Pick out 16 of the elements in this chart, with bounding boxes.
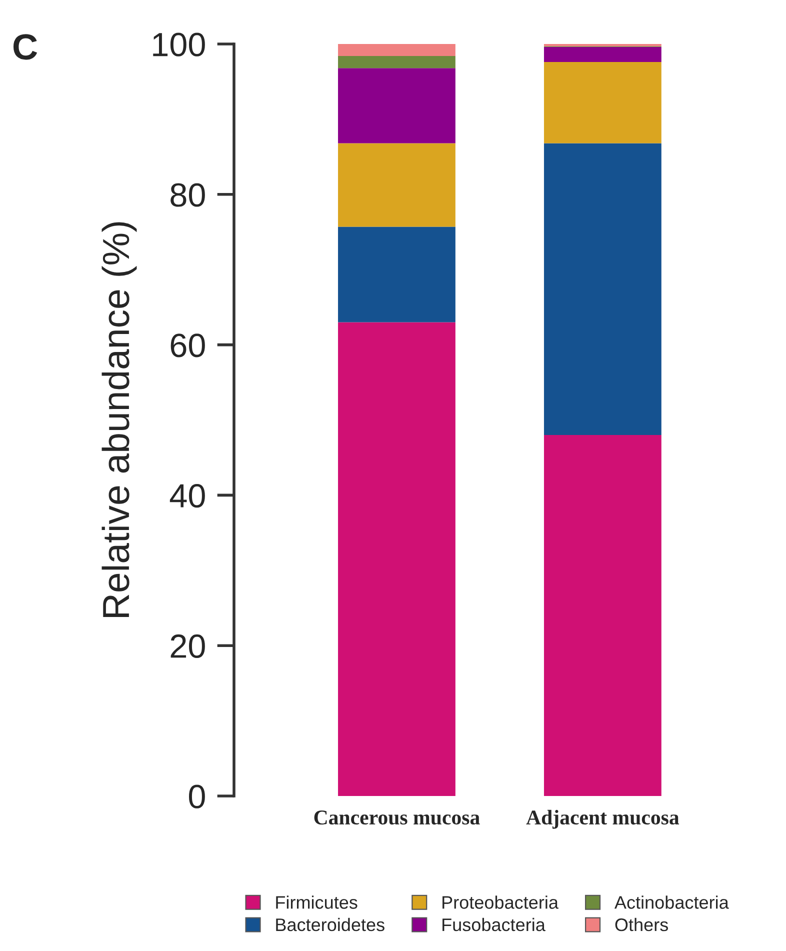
y-tick-label: 60 xyxy=(170,334,205,358)
y-tick-label: 40 xyxy=(170,484,205,508)
legend-label: Proteobacteria xyxy=(442,896,558,909)
legend-label: Bacteroidetes xyxy=(276,918,384,932)
legend-label: Actinobacteria xyxy=(614,896,729,909)
legend-label: Firmicutes xyxy=(276,896,358,909)
y-tick-label: 80 xyxy=(170,183,205,207)
y-tick-label: 0 xyxy=(188,784,205,808)
legend-label: Others xyxy=(615,918,668,932)
y-tick-label: 20 xyxy=(170,634,205,658)
y-axis-title: Relative abundance (%) xyxy=(102,222,137,618)
text: C xyxy=(13,34,38,60)
y-tick-label: 100 xyxy=(153,32,205,56)
legend-label: Fusobacteria xyxy=(442,918,546,932)
x-tick-label: Cancerous mucosa xyxy=(314,810,480,825)
x-tick-label: Adjacent mucosa xyxy=(526,810,680,829)
